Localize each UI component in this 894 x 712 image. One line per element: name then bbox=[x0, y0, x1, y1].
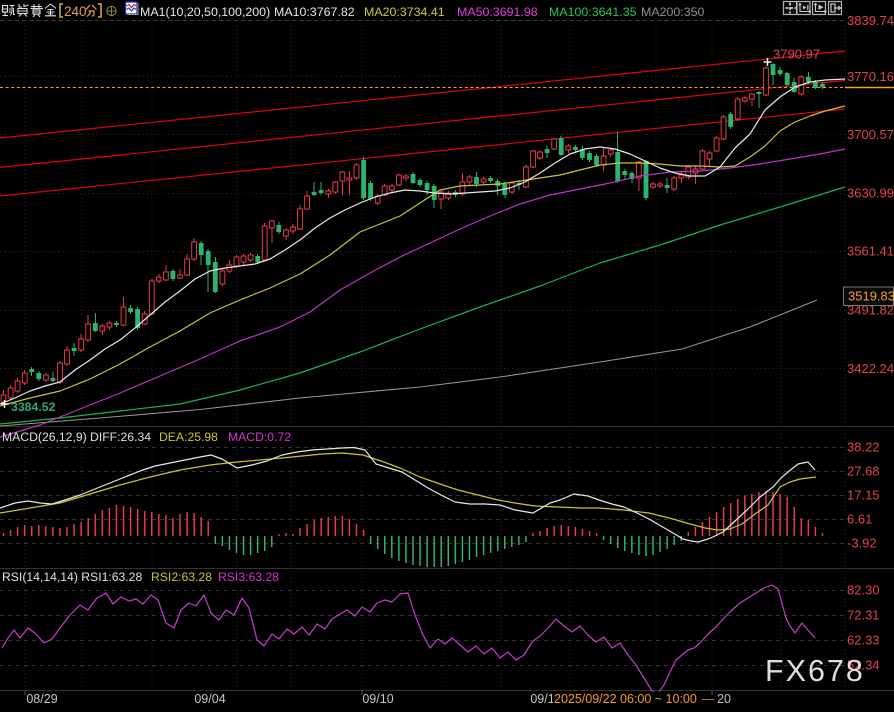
svg-text:-3.92: -3.92 bbox=[847, 536, 877, 551]
svg-text:3561.41: 3561.41 bbox=[847, 244, 894, 259]
svg-text:MA100:3641.35: MA100:3641.35 bbox=[549, 5, 637, 19]
svg-text:82.30: 82.30 bbox=[847, 583, 880, 598]
svg-text:MA10:3767.82: MA10:3767.82 bbox=[274, 5, 355, 19]
svg-text:62.33: 62.33 bbox=[847, 633, 880, 648]
svg-text:17.15: 17.15 bbox=[847, 488, 880, 503]
svg-text:3491.82: 3491.82 bbox=[847, 303, 894, 318]
svg-text:3384.52: 3384.52 bbox=[11, 400, 56, 414]
svg-text:09/04: 09/04 bbox=[194, 692, 225, 706]
svg-text:72.31: 72.31 bbox=[847, 608, 880, 623]
svg-text:3422.24: 3422.24 bbox=[847, 361, 894, 376]
svg-text:MA200:350: MA200:350 bbox=[641, 5, 704, 19]
svg-text:RSI(14,14,14) RSI1:63.28: RSI(14,14,14) RSI1:63.28 bbox=[2, 570, 142, 584]
svg-text:MACD:0.72: MACD:0.72 bbox=[228, 430, 291, 444]
svg-text:MA1(10,20,50,100,200): MA1(10,20,50,100,200) bbox=[140, 5, 270, 19]
svg-text:RSI3:63.28: RSI3:63.28 bbox=[218, 570, 279, 584]
svg-text:RSI2:63.28: RSI2:63.28 bbox=[151, 570, 212, 584]
svg-text:6.61: 6.61 bbox=[847, 512, 872, 527]
svg-text:20: 20 bbox=[717, 692, 731, 706]
svg-text:3790.97: 3790.97 bbox=[773, 47, 820, 62]
svg-text:08/29: 08/29 bbox=[26, 692, 57, 706]
svg-text:52.34: 52.34 bbox=[847, 658, 880, 673]
svg-text:2025/09/22 06:00 ~ 10:00: 2025/09/22 06:00 ~ 10:00 bbox=[554, 692, 697, 706]
svg-text:FX678: FX678 bbox=[765, 654, 865, 688]
svg-text:3839.74: 3839.74 bbox=[847, 13, 894, 28]
svg-text:—: — bbox=[702, 692, 715, 706]
svg-text:MA50:3691.98: MA50:3691.98 bbox=[457, 5, 538, 19]
svg-text:DEA:25.98: DEA:25.98 bbox=[159, 430, 218, 444]
svg-text:38.22: 38.22 bbox=[847, 440, 880, 455]
svg-text:240: 240 bbox=[64, 4, 87, 19]
svg-text:3519.83: 3519.83 bbox=[848, 289, 894, 304]
svg-text:3630.99: 3630.99 bbox=[847, 186, 894, 201]
svg-text:3700.57: 3700.57 bbox=[847, 127, 894, 142]
svg-text:MACD(26,12,9) DIFF:26.34: MACD(26,12,9) DIFF:26.34 bbox=[2, 430, 151, 444]
svg-text:MA20:3734.41: MA20:3734.41 bbox=[364, 5, 445, 19]
svg-text:27.68: 27.68 bbox=[847, 464, 880, 479]
svg-text:09/10: 09/10 bbox=[362, 692, 393, 706]
svg-text:3770.16: 3770.16 bbox=[847, 69, 894, 84]
